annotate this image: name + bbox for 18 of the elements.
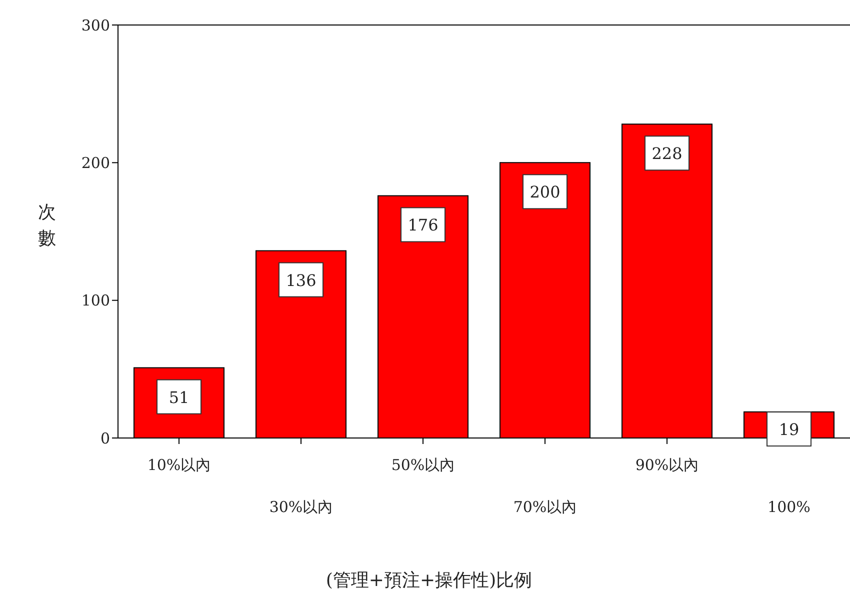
x-tick-label: 100% [768, 498, 810, 516]
y-tick-label: 0 [100, 429, 110, 448]
x-tick-label: 90%以內 [635, 456, 699, 474]
data-label: 51 [168, 388, 190, 407]
y-tick-label: 300 [81, 16, 110, 34]
data-label: 228 [652, 144, 682, 164]
y-tick-label: 100 [81, 292, 110, 310]
y-axis-title: 次數 [38, 202, 56, 249]
x-tick-label: 30%以內 [269, 498, 333, 516]
x-tick-label: 70%以內 [513, 498, 577, 516]
x-tick-label: 50%以內 [391, 456, 455, 474]
data-label: 176 [408, 216, 438, 235]
x-tick-label: 10%以內 [147, 456, 211, 474]
data-label: 136 [286, 270, 316, 290]
x-axis-title: (管理+預注+操作性)比例 [324, 569, 534, 592]
data-label: 200 [530, 182, 560, 202]
y-tick-label: 200 [81, 154, 110, 172]
data-label: 19 [778, 420, 800, 439]
